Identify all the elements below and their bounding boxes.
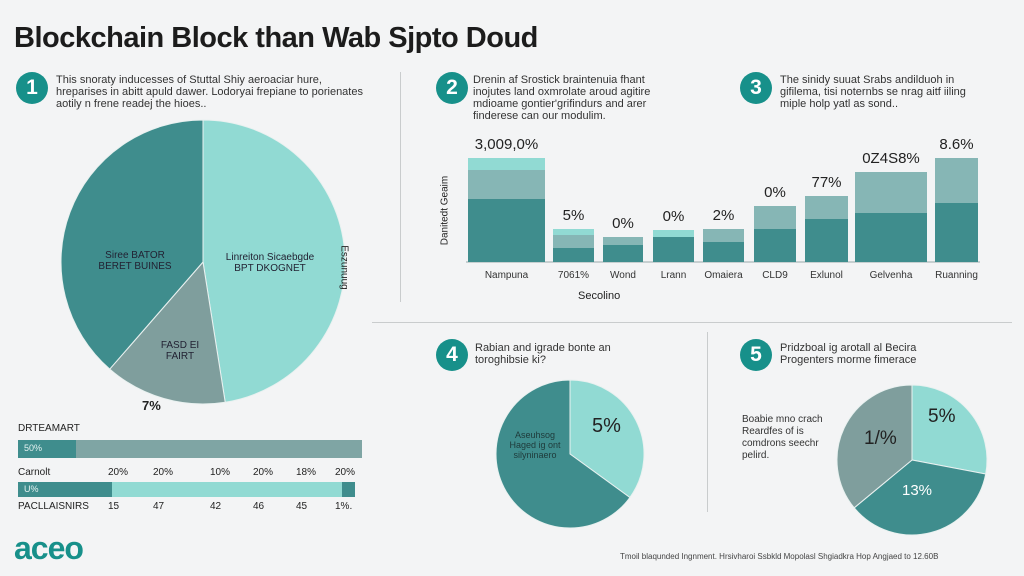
bar-segment xyxy=(653,237,694,262)
bar-segment xyxy=(855,172,927,213)
pie-slice-label: 1/% xyxy=(864,428,897,449)
pie-slice-label: 5% xyxy=(928,406,956,427)
bar-segment xyxy=(553,235,594,248)
pie-slice xyxy=(836,384,913,509)
pie-slice xyxy=(911,384,988,475)
footer-text: Tmoil blaqunded Ingnment. Hrsivharoi Ssb… xyxy=(620,552,939,561)
pie-slice-label: FASD EI FAIRT xyxy=(160,340,200,362)
row-value: 20% xyxy=(108,467,129,478)
x-tick-label: Exlunol xyxy=(810,270,843,281)
row-label: DRTEAMART xyxy=(18,423,80,434)
pie-slice-label: 5% xyxy=(592,415,621,437)
divider xyxy=(400,72,401,302)
step-badge-4: 4 xyxy=(436,339,468,371)
pie-slice xyxy=(569,379,645,499)
row-value: 1%. xyxy=(335,501,353,512)
row-value: 46 xyxy=(253,501,265,512)
row-value: 20% xyxy=(253,467,274,478)
pie-slice-label: Aseuhsog Haged ig ont silyninaero xyxy=(509,430,561,460)
bar-data-label: 0% xyxy=(764,184,786,201)
pie-slice xyxy=(853,459,987,536)
pie-slice-label: Siree BATOR BERET BUINES xyxy=(98,250,172,272)
pie-side-text: Boabie mno crach Reardfes of is comdrons… xyxy=(742,414,823,461)
divider xyxy=(372,322,1012,323)
row-value: 20% xyxy=(335,467,356,478)
bar-segment xyxy=(468,158,545,170)
bar-segment xyxy=(653,230,694,237)
row-value: 15 xyxy=(108,501,120,512)
x-tick-label: Ruanning xyxy=(935,270,978,281)
bar-data-label: 0Z4S8% xyxy=(862,150,920,167)
pie-slice xyxy=(202,119,346,403)
bar-segment xyxy=(935,158,978,203)
divider xyxy=(707,332,708,512)
y-axis-label: Danitedt Geaim xyxy=(439,175,451,246)
bar-segment xyxy=(754,229,796,262)
pie-side-label: Eszunuug xyxy=(338,245,350,290)
bar-data-label: 0% xyxy=(612,215,634,232)
row-value: 45 xyxy=(296,501,308,512)
pie-bottom-label: 7% xyxy=(142,398,161,413)
bar-segment xyxy=(603,237,643,245)
page-title: Blockchain Block than Wab Sjpto Doud xyxy=(14,22,538,54)
progress-bar-2: U% xyxy=(18,482,355,497)
section-1-text: This snoraty inducesses of Stuttal Shiy … xyxy=(56,74,363,110)
x-tick-label: Nampuna xyxy=(484,270,529,281)
logo: aceo xyxy=(14,530,84,566)
bar-data-label: 2% xyxy=(712,207,735,224)
x-tick-label: CLD9 xyxy=(762,270,788,281)
bar-segment xyxy=(805,196,848,219)
bar-segment xyxy=(805,219,848,262)
x-tick-label: Lrann xyxy=(660,270,687,281)
progress-label: 50% xyxy=(24,443,43,453)
bar-segment xyxy=(468,170,545,199)
pie-slice xyxy=(60,119,204,370)
x-axis-label: Secolino xyxy=(578,290,621,302)
pie-slice-label: Linreiton Sicaebgde BPT DKOGNET xyxy=(225,252,315,274)
step-badge-1: 1 xyxy=(16,72,48,104)
bar-segment xyxy=(603,245,643,262)
step-badge-3: 3 xyxy=(740,72,772,104)
bar-segment xyxy=(703,229,744,242)
row-value: 18% xyxy=(296,467,317,478)
section-3-text: The sinidy suuat Srabs andilduoh in gifi… xyxy=(780,74,966,110)
bar-segment xyxy=(935,203,978,262)
bar-segment xyxy=(553,229,594,235)
progress-bar-1: 50% xyxy=(18,440,362,458)
bar-data-label: 0% xyxy=(662,208,685,225)
step-badge-5: 5 xyxy=(740,339,772,371)
row-value: 42 xyxy=(210,501,222,512)
row-value: 20% xyxy=(153,467,174,478)
section-2-text: Drenin af Srostick braintenuia fhant ino… xyxy=(473,74,651,122)
progress-label: U% xyxy=(24,484,39,494)
step-badge-2: 2 xyxy=(436,72,468,104)
row-value: 10% xyxy=(210,467,231,478)
pie-slice xyxy=(109,260,226,405)
bar-segment xyxy=(703,242,744,262)
section-4-text: Rabian and igrade bonte an toroghibsie k… xyxy=(475,342,611,366)
bar-segment xyxy=(553,248,594,262)
bar-segment xyxy=(754,206,796,229)
bar-data-label: 8.6% xyxy=(939,136,974,153)
section-5-text: Pridzboal ig arotall al Becira Progenter… xyxy=(780,342,917,366)
pie-slice-label: 13% xyxy=(902,482,933,499)
bar-segment xyxy=(468,199,545,262)
row-value: 47 xyxy=(153,501,165,512)
x-tick-label: Omaiera xyxy=(704,270,743,281)
x-tick-label: Gelvenha xyxy=(869,270,913,281)
x-tick-label: Wond xyxy=(610,270,636,281)
row-label: PACLLAISNIRS xyxy=(18,501,89,512)
x-tick-label: 7061% xyxy=(557,270,590,281)
row-label: Carnolt xyxy=(18,467,51,478)
bar-segment xyxy=(855,213,927,262)
bar-data-label: 3,009,0% xyxy=(474,136,539,153)
pie-slice xyxy=(495,379,631,529)
bar-data-label: 5% xyxy=(562,207,585,224)
bar-data-label: 77% xyxy=(811,174,842,191)
